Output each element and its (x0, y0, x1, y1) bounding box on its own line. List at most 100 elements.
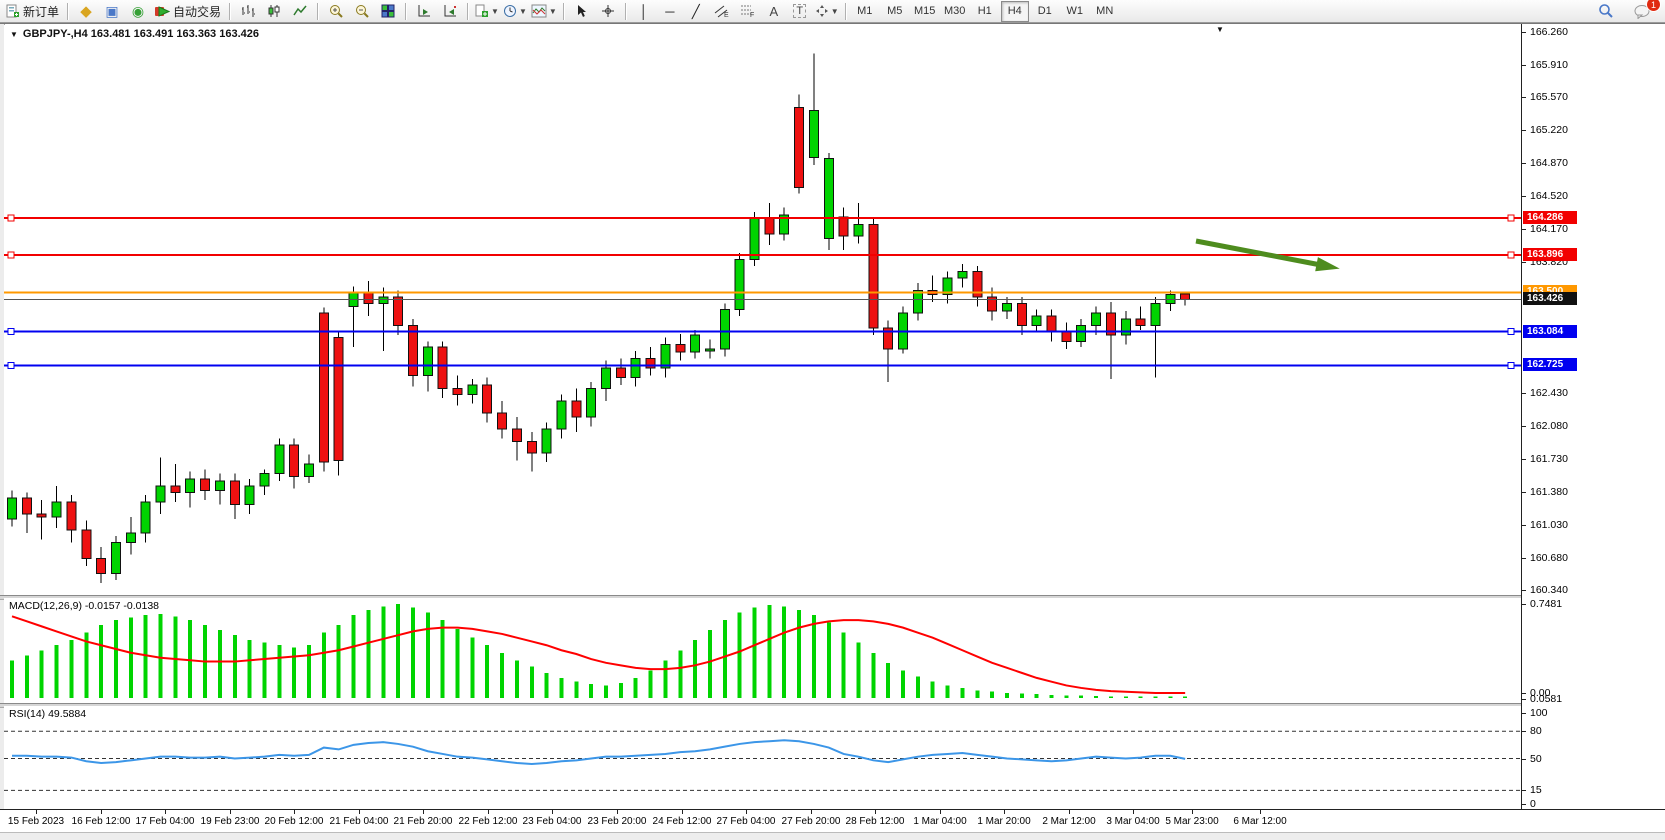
fibonacci-button[interactable]: F (735, 1, 761, 21)
timeframe-d1[interactable]: D1 (1037, 5, 1052, 17)
line-handle[interactable] (7, 214, 15, 222)
zoom-in-button[interactable] (323, 1, 349, 21)
zoom-out-icon (355, 4, 369, 18)
vertical-line-button[interactable]: │ (631, 1, 657, 21)
rsi-line (12, 739, 1186, 765)
bear-candle (675, 343, 686, 353)
macd-histogram-bar (811, 615, 816, 698)
time-tick (617, 810, 618, 814)
template-icon (475, 4, 489, 17)
timeframe-h4[interactable]: H4 (1000, 0, 1029, 22)
macd-zero-label: 0.00 (1530, 687, 1551, 699)
arrows-button[interactable]: ▼ (813, 1, 841, 21)
equidistant-channel-button[interactable]: E (709, 1, 735, 21)
bull-candle (1076, 324, 1087, 342)
line-chart-button[interactable] (287, 1, 313, 21)
tile-windows-button[interactable] (375, 1, 401, 21)
new-order-button[interactable]: 新订单 (2, 1, 63, 21)
connection-button[interactable]: ◉ (125, 1, 151, 21)
bull-candle (304, 463, 314, 477)
chart-shift-button[interactable] (411, 1, 437, 21)
macd-histogram-bar (841, 632, 846, 698)
autotrading-button[interactable]: 自动交易 (151, 1, 225, 21)
timeframe-h1[interactable]: H1 (977, 5, 992, 17)
line-handle[interactable] (1507, 251, 1515, 259)
crosshair-button[interactable] (595, 1, 621, 21)
line-handle[interactable] (1507, 361, 1515, 369)
macd-histogram-bar (425, 612, 430, 698)
time-tick (423, 810, 424, 814)
axis-tick (1522, 65, 1526, 67)
autotrading-icon (155, 5, 171, 17)
time-label: 21 Feb 04:00 (329, 816, 389, 827)
timeframe-m1[interactable]: M1 (857, 5, 873, 17)
axis-tick (1522, 492, 1526, 494)
trend-arrow-head[interactable] (1315, 257, 1340, 272)
bull-candle (556, 400, 567, 430)
axis-tick (1522, 758, 1526, 760)
macd-histogram-bar (1168, 696, 1173, 698)
trendline-button[interactable]: ╱ (683, 1, 709, 21)
axis-tick (1522, 393, 1526, 395)
line-handle[interactable] (7, 328, 15, 336)
bar-chart-button[interactable] (235, 1, 261, 21)
macd-histogram-bar (990, 691, 995, 698)
symbols-button[interactable]: ◆ (73, 1, 99, 21)
line-handle[interactable] (7, 361, 15, 369)
bull-candle (185, 478, 196, 493)
rsi-tick-15: 15 (1530, 784, 1542, 797)
macd-histogram-bar (128, 617, 133, 698)
trend-arrow[interactable] (1195, 238, 1327, 269)
cursor-button[interactable] (569, 1, 595, 21)
bull-candle (1031, 315, 1042, 326)
bull-candle (823, 157, 834, 240)
horizontal-line-button[interactable]: ─ (657, 1, 683, 21)
bear-candle (883, 327, 894, 350)
rsi-pane[interactable]: RSI(14) 49.5884 (4, 706, 1521, 809)
indicators-button[interactable]: ▼ (529, 1, 559, 21)
line-handle[interactable] (7, 251, 15, 259)
macd-histogram-bar (351, 615, 356, 698)
macd-histogram-bar (1138, 696, 1143, 698)
time-tick (1069, 810, 1070, 814)
line-handle[interactable] (1507, 328, 1515, 336)
connection-icon: ◉ (131, 2, 145, 19)
macd-pane[interactable]: MACD(12,26,9) -0.0157 -0.0138 (4, 598, 1521, 703)
text-button[interactable]: A (761, 1, 787, 21)
macd-histogram-bar (1034, 694, 1039, 698)
candlestick-chart-button[interactable] (261, 1, 287, 21)
zoom-out-button[interactable] (349, 1, 375, 21)
line-chart-icon (293, 5, 307, 16)
search-button[interactable] (1593, 1, 1619, 21)
axis-tick (1522, 32, 1526, 33)
main-chart-pane[interactable]: ▼ GBPJPY-,H4 163.481 163.491 163.363 163… (4, 25, 1521, 595)
time-label: 1 Mar 20:00 (977, 816, 1031, 827)
timeframe-m30[interactable]: M30 (944, 5, 966, 17)
bear-candle (794, 106, 805, 189)
macd-histogram-bar (396, 604, 401, 698)
cursor-icon (578, 5, 587, 17)
time-tick (36, 810, 37, 814)
scroll-anchor-icon[interactable]: ▼ (1216, 25, 1224, 34)
time-label: 20 Feb 12:00 (264, 816, 324, 827)
time-axis[interactable]: 15 Feb 2023 16 Feb 12:00 17 Feb 04:00 19 Fe… (0, 809, 1665, 832)
line-handle[interactable] (1507, 214, 1515, 222)
text-label-button[interactable]: T (787, 1, 813, 21)
templates-button[interactable]: ▼ (473, 1, 501, 21)
bear-candle (407, 324, 418, 376)
bear-candle (96, 557, 107, 575)
profiles-button[interactable]: ▣ (99, 1, 125, 21)
timeframe-w1[interactable]: W1 (1066, 5, 1083, 17)
notifications-button[interactable]: 1 (1629, 0, 1661, 21)
timeframe-m15[interactable]: M15 (914, 5, 936, 17)
price-axis[interactable]: 166.260 165.910 165.570 165.220 164.870 164.5… (1521, 24, 1665, 831)
periodicity-button[interactable]: ▼ (501, 1, 529, 21)
timeframe-m5[interactable]: M5 (887, 5, 903, 17)
price-tag-163.896: 163.896 (1523, 248, 1577, 262)
time-label: 1 Mar 04:00 (913, 816, 967, 827)
macd-histogram-bar (39, 650, 44, 698)
macd-histogram-bar (1004, 692, 1009, 698)
chart-window: ▼ GBPJPY-,H4 163.481 163.491 163.363 163… (0, 23, 1665, 840)
auto-scroll-button[interactable] (437, 1, 463, 21)
timeframe-mn[interactable]: MN (1096, 5, 1114, 17)
